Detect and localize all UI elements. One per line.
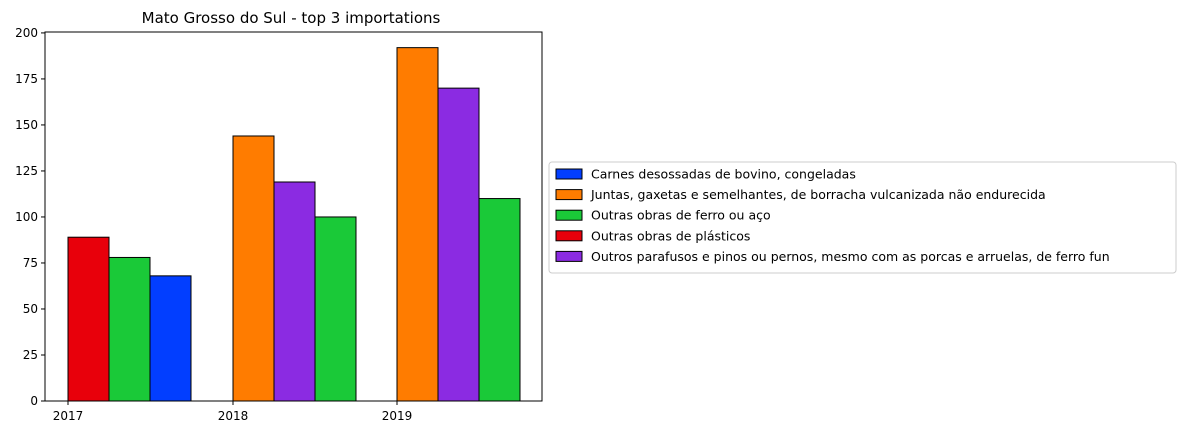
x-tick-label: 2017 bbox=[53, 409, 84, 423]
bar bbox=[314, 216, 357, 402]
bar bbox=[396, 47, 439, 402]
legend-label: Outras obras de plásticos bbox=[591, 228, 750, 243]
legend-swatch bbox=[555, 230, 583, 242]
y-tick-label: 25 bbox=[23, 348, 38, 362]
x-tick-label: 2019 bbox=[382, 409, 413, 423]
y-tick-label: 125 bbox=[15, 164, 38, 178]
y-tick-label: 175 bbox=[15, 72, 38, 86]
legend-label: Juntas, gaxetas e semelhantes, de borrac… bbox=[590, 187, 1046, 202]
y-axis: 0 25 50 75 100 125 150 175 200 bbox=[15, 26, 45, 408]
legend-swatch bbox=[555, 189, 583, 201]
chart-title: Mato Grosso do Sul - top 3 importations bbox=[142, 9, 441, 27]
x-tick-label: 2018 bbox=[218, 409, 249, 423]
y-tick-label: 0 bbox=[30, 394, 38, 408]
x-axis: 2017 2018 2019 bbox=[53, 401, 413, 423]
legend-frame bbox=[548, 161, 1177, 274]
legend-label: Outras obras de ferro ou aço bbox=[591, 208, 771, 223]
legend: Carnes desossadas de bovino, congeladas J… bbox=[548, 161, 1177, 274]
bar bbox=[478, 198, 521, 402]
legend-swatch bbox=[555, 250, 583, 262]
bar bbox=[273, 181, 316, 402]
legend-swatch bbox=[555, 209, 583, 221]
legend-label: Outros parafusos e pinos ou pernos, mesm… bbox=[591, 249, 1110, 264]
bar bbox=[67, 236, 110, 402]
legend-label: Carnes desossadas de bovino, congeladas bbox=[591, 167, 856, 182]
bar bbox=[149, 275, 192, 402]
y-tick-label: 100 bbox=[15, 210, 38, 224]
bar bbox=[108, 256, 151, 402]
y-tick-label: 75 bbox=[23, 256, 38, 270]
bar bbox=[232, 135, 275, 402]
legend-swatch bbox=[555, 168, 583, 180]
y-tick-label: 150 bbox=[15, 118, 38, 132]
bar bbox=[437, 87, 480, 402]
y-tick-label: 200 bbox=[15, 26, 38, 40]
bars-layer bbox=[67, 47, 521, 402]
y-tick-label: 50 bbox=[23, 302, 38, 316]
